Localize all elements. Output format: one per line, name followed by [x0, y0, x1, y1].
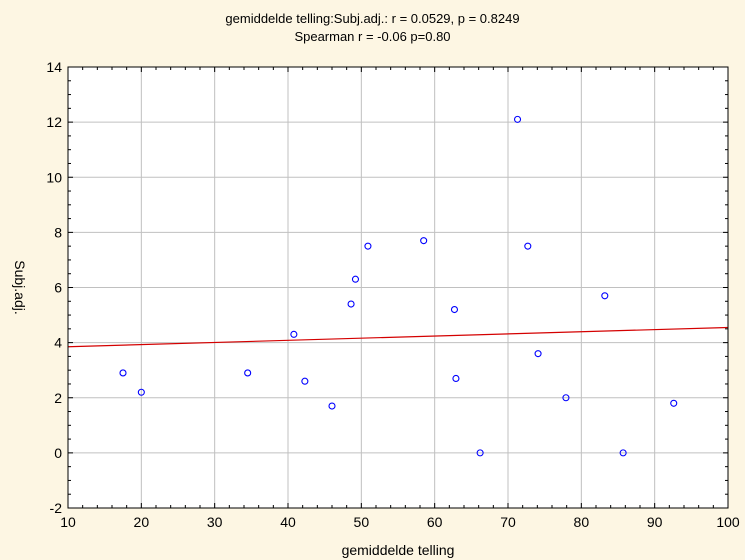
y-tick-label: -2	[50, 500, 63, 516]
x-tick-label: 90	[647, 514, 663, 530]
y-tick-label: 14	[46, 59, 62, 75]
y-tick-label: 0	[54, 445, 62, 461]
data-point	[364, 242, 372, 250]
y-tick-label: 6	[54, 280, 62, 296]
x-tick-labels: 10 20 30 40 50 60 70 80 90 100	[60, 514, 740, 530]
y-tick-label: 2	[54, 390, 62, 406]
chart-subtitle: Spearman r = -0.06 p=0.80	[294, 29, 451, 44]
data-point	[137, 388, 145, 396]
x-tick-label: 10	[60, 514, 76, 530]
fit-line-layer	[67, 326, 729, 348]
data-point	[119, 369, 127, 377]
data-point	[452, 374, 460, 383]
x-tick-label: 50	[354, 514, 370, 530]
data-points	[119, 115, 678, 457]
data-point	[670, 399, 678, 407]
data-point	[524, 242, 532, 250]
y-tick-label: 10	[46, 169, 62, 185]
x-axis-label: gemiddelde telling	[342, 542, 455, 558]
x-tick-label: 40	[280, 514, 296, 530]
regression-line	[67, 326, 729, 348]
y-tick-label: 4	[54, 335, 62, 351]
x-tick-label: 80	[574, 514, 590, 530]
data-point	[513, 115, 522, 123]
data-point	[450, 305, 459, 314]
data-point	[534, 350, 542, 358]
data-point	[562, 394, 570, 402]
data-point	[351, 275, 360, 283]
y-axis-label: Subj.adj.	[12, 260, 28, 314]
data-point	[347, 300, 355, 308]
data-point	[601, 292, 609, 300]
x-tick-label: 60	[427, 514, 443, 530]
x-tick-label: 70	[500, 514, 516, 530]
data-point	[619, 449, 627, 457]
data-point	[328, 402, 336, 410]
y-tick-label: 12	[46, 114, 62, 130]
data-point	[290, 330, 298, 338]
axis-ticks	[67, 66, 729, 509]
chart-title: gemiddelde telling:Subj.adj.: r = 0.0529…	[225, 11, 520, 26]
data-point	[420, 237, 428, 245]
data-point	[301, 377, 309, 385]
y-tick-label: 8	[54, 224, 62, 240]
data-point	[476, 449, 484, 457]
x-tick-label: 20	[134, 514, 150, 530]
x-tick-label: 100	[716, 514, 740, 530]
y-tick-labels: -2 0 2 4 6 8 10 12 14	[46, 59, 62, 516]
x-tick-label: 30	[207, 514, 223, 530]
data-point	[244, 369, 252, 377]
